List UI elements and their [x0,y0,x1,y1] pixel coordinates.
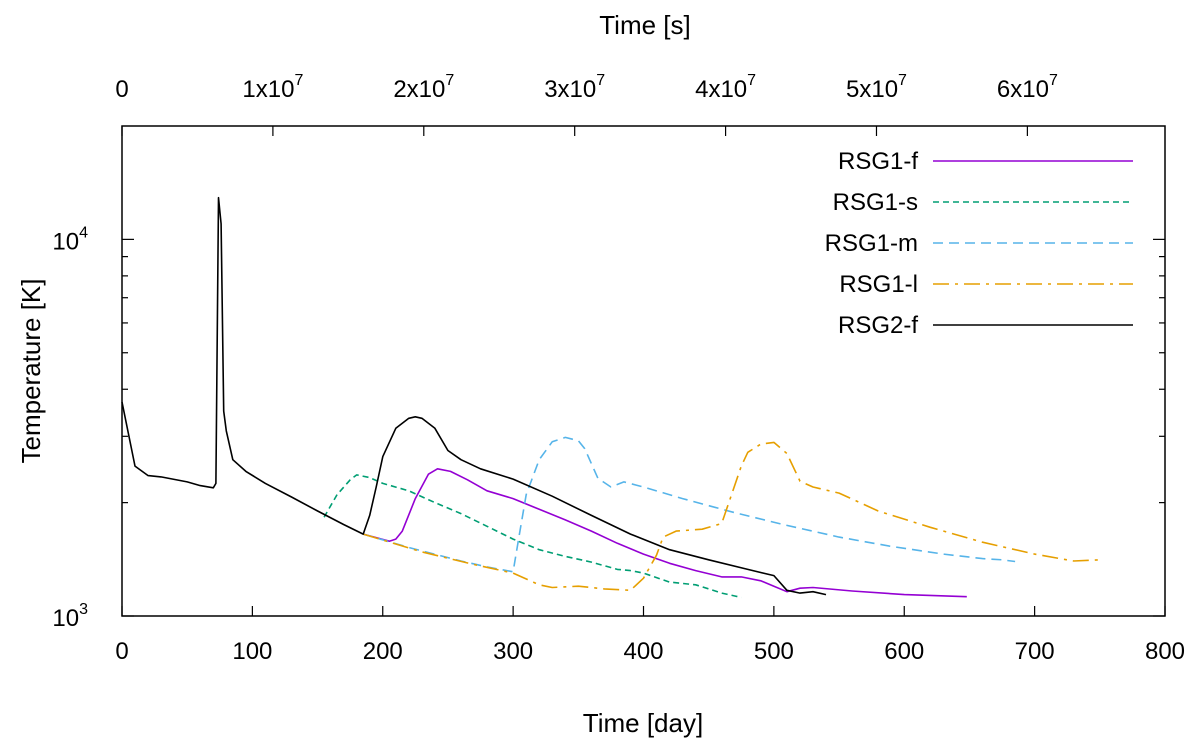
x2-tick-exponent: 7 [1049,72,1058,89]
x-tick-label: 0 [115,638,128,665]
series-line-rsg1-m [362,436,1016,573]
x-tick-label: 500 [754,638,794,665]
series-line-rsg1-f [362,467,967,598]
plot-frame [121,125,1166,617]
y-tick-exponent: 4 [79,224,88,241]
series-line-rsg1-s [323,474,742,599]
x-tick-label: 100 [232,638,272,665]
legend-label: RSG2-f [838,312,918,339]
x-tick-label: 300 [493,638,533,665]
x2-axis-label: Time [s] [599,10,690,40]
x2-tick-label: 6x107 [997,72,1058,103]
x2-tick-label: 5x107 [846,72,907,103]
legend-label: RSG1-s [833,189,918,216]
x2-tick-exponent: 7 [596,72,605,89]
x2-tick-exponent: 7 [445,72,454,89]
x2-tick-label: 0 [115,76,128,103]
x2-tick-label: 3x107 [544,72,605,103]
series-line-rsg2-f [121,196,827,596]
tick-layer: 0 100 200 300 400 500 600 700 800 0 1x107 2x107 3x10… [52,72,1185,665]
series-line-rsg1-l [362,441,1100,592]
legend: RSG1-f RSG1-s RSG1-m RSG1-l RSG2-f [825,148,1133,339]
x-axis-label: Time [day] [583,708,703,738]
x2-tick-exponent: 7 [898,72,907,89]
x-tick-label: 400 [623,638,663,665]
x-tick-label: 600 [884,638,924,665]
x-tick-label: 800 [1145,638,1185,665]
legend-label: RSG1-l [839,271,918,298]
y-axis-label: Temperature [K] [16,279,46,464]
y-tick-label: 103 [52,601,88,632]
x2-tick-label: 1x107 [242,72,303,103]
legend-label: RSG1-m [825,230,918,257]
x2-tick-exponent: 7 [294,72,303,89]
x2-tick-label: 4x107 [695,72,756,103]
x2-tick-exponent: 7 [747,72,756,89]
legend-label: RSG1-f [838,148,918,175]
series-layer [121,196,1100,599]
x-tick-label: 200 [363,638,403,665]
x-tick-label: 700 [1015,638,1055,665]
y-tick-exponent: 3 [79,601,88,618]
x2-tick-label: 2x107 [393,72,454,103]
y-tick-label: 104 [52,224,88,255]
